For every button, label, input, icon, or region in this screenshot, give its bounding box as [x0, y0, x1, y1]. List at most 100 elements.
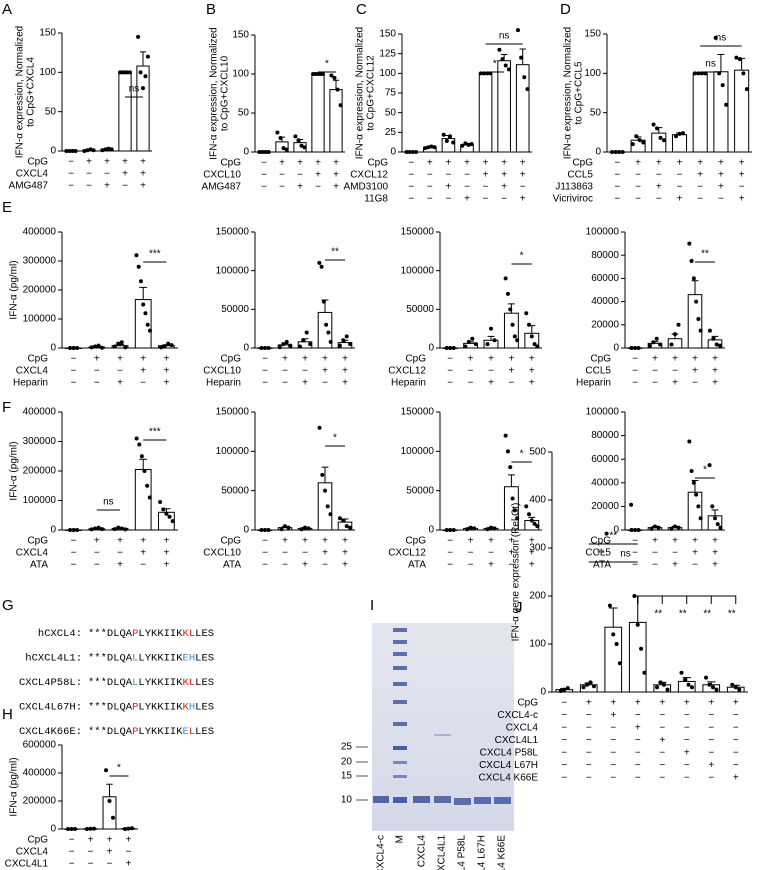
data-point: [143, 74, 148, 79]
factor-sign: +: [656, 158, 662, 169]
factor-sign: −: [635, 748, 641, 759]
factor-sign: −: [122, 181, 128, 192]
marker-label: 25: [341, 742, 353, 753]
data-point: [704, 675, 708, 680]
y-tick-label: 0: [428, 525, 434, 536]
factor-sign: +: [107, 835, 113, 846]
significance-label: ns: [705, 59, 716, 70]
factor-sign: +: [508, 366, 514, 377]
factor-sign: −: [262, 536, 268, 547]
ladder-band: [393, 775, 407, 778]
data-point: [620, 150, 625, 154]
data-point: [515, 516, 520, 521]
data-point: [460, 143, 465, 148]
y-axis-label: to CpG+CXCL10: [220, 55, 231, 131]
data-point: [166, 341, 171, 346]
factor-sign: +: [739, 194, 745, 205]
data-point: [169, 343, 174, 348]
data-point: [75, 346, 80, 350]
factor-sign: −: [697, 194, 703, 205]
y-axis-label: to CpG+CCL5: [574, 61, 585, 125]
data-point: [510, 322, 515, 327]
factor-label: CXCL4: [506, 723, 539, 734]
bar: [604, 626, 623, 693]
factor-sign: −: [586, 748, 592, 759]
factor-sign: +: [322, 548, 328, 559]
factor-sign: −: [614, 182, 620, 193]
sequence-part: LES: [195, 628, 214, 640]
marker-label: 20: [341, 757, 353, 768]
data-point: [451, 140, 456, 145]
factor-sign: −: [561, 723, 567, 734]
factor-label: CpG: [27, 157, 48, 168]
significance-label: **: [609, 531, 617, 542]
data-point: [505, 291, 510, 296]
sequence-part: L: [132, 652, 138, 664]
factor-sign: −: [708, 748, 714, 759]
y-tick-label: 100: [529, 639, 546, 650]
data-point: [145, 483, 150, 488]
error-bar: [691, 280, 699, 295]
significance-comb: [637, 595, 737, 604]
factor-sign: −: [140, 378, 146, 389]
factor-sign: +: [342, 536, 348, 547]
factor-sign: −: [408, 194, 414, 205]
y-tick-label: 400000: [23, 768, 57, 779]
factor-sign: +: [718, 182, 724, 193]
factor-sign: +: [652, 536, 658, 547]
factor-sign: +: [107, 847, 113, 858]
sequence-part: LYKKIIK: [138, 652, 183, 664]
factor-sign: +: [672, 560, 678, 571]
factor-sign: +: [322, 354, 328, 365]
data-point: [284, 147, 289, 152]
factor-sign: +: [297, 158, 303, 169]
sample-band: [413, 796, 430, 803]
data-point: [658, 135, 663, 140]
y-tick-label: 300000: [23, 436, 57, 447]
data-point: [653, 524, 657, 529]
factor-sign: −: [610, 773, 616, 784]
factor-sign: +: [501, 182, 507, 193]
factor-sign: −: [614, 158, 620, 169]
gel-bands: [373, 628, 511, 805]
ladder-band: [393, 628, 407, 632]
data-point: [629, 528, 634, 532]
sequence-part: K: [183, 701, 190, 713]
data-point: [656, 525, 661, 530]
data-point: [299, 527, 304, 532]
data-point: [103, 147, 108, 152]
factor-sign: +: [652, 354, 658, 365]
factor-sign: −: [635, 182, 641, 193]
factor-sign: −: [561, 698, 567, 709]
data-point: [88, 826, 93, 831]
factor-sign: +: [692, 366, 698, 377]
y-tick-label: 200000: [23, 796, 57, 807]
factor-sign: −: [297, 170, 303, 181]
data-point: [317, 425, 322, 430]
factor-sign: +: [333, 170, 339, 181]
factor-label: CCL5: [585, 548, 611, 559]
y-axis-label: to CpG+CXCL12: [366, 55, 377, 131]
sequence-name: hCXCL4L1:: [25, 652, 82, 664]
factor-sign: −: [659, 723, 665, 734]
factor-sign: +: [708, 698, 714, 709]
data-point: [319, 264, 324, 269]
sequence-part: ***DLQA: [88, 652, 133, 664]
y-axis-label: IFN-α expression, Normalized: [563, 27, 574, 160]
factor-label: CpG: [590, 354, 611, 365]
factor-sign: +: [529, 378, 535, 389]
sequence-part: LES: [195, 726, 214, 738]
factor-sign: +: [333, 158, 339, 169]
data-point: [737, 687, 742, 692]
data-point: [642, 670, 647, 675]
factor-sign: +: [140, 548, 146, 559]
factor-label: CXCL10: [203, 366, 241, 377]
y-axis-label: to CpG+CXCL4: [26, 57, 37, 127]
lane-label: CXCL4 P58L: [457, 835, 468, 870]
sequence-part: P: [132, 701, 138, 713]
data-point: [75, 528, 80, 532]
factor-sign: −: [447, 378, 453, 389]
error-bar: [139, 286, 148, 300]
sequence-part: H: [189, 701, 195, 713]
factor-sign: −: [71, 548, 77, 559]
